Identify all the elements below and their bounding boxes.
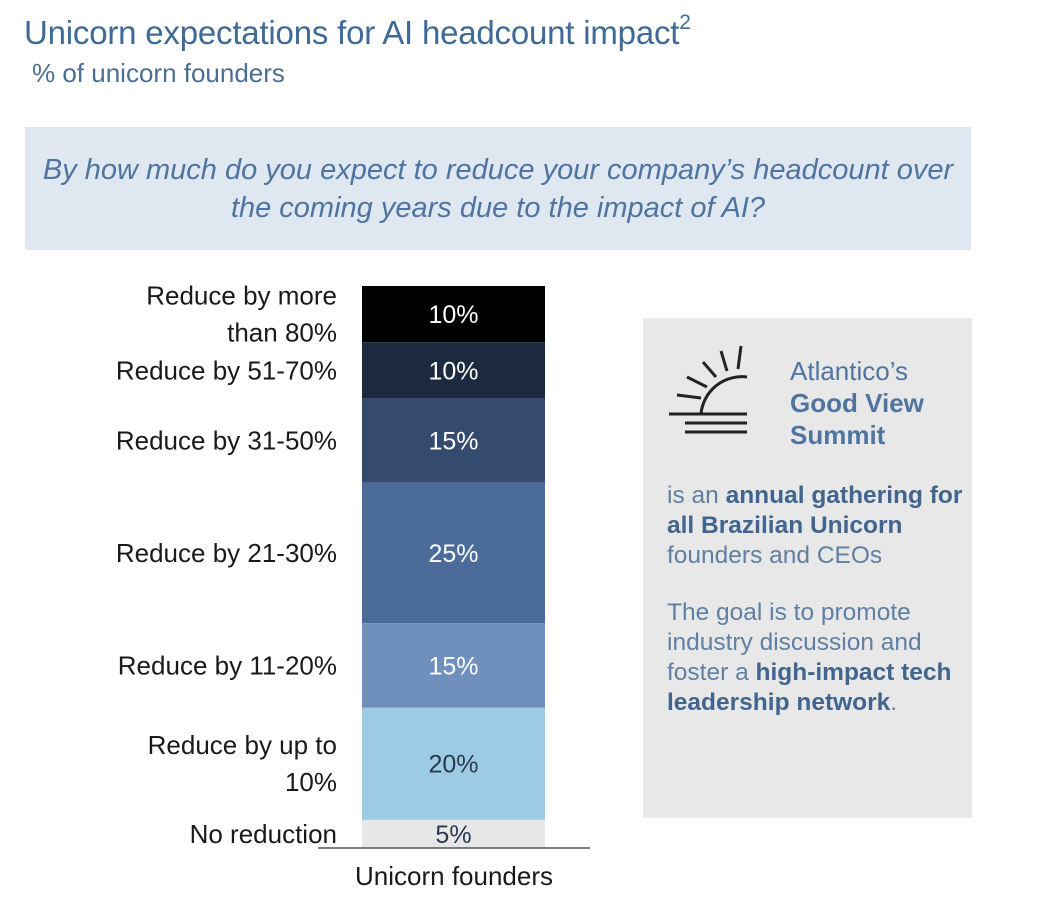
- stacked-bar-chart: 10% 10% 15% 25% 15% 20% 5% Reduce by more than …: [116, 281, 590, 891]
- description-text: is an: [667, 482, 726, 509]
- goal-text-end: .: [890, 689, 898, 716]
- bar-segment-no-reduction: [362, 819, 545, 848]
- x-axis-category-label: Unicorn founders: [355, 861, 553, 891]
- chart-subtitle: % of unicorn founders: [32, 58, 285, 88]
- title-footnote-marker: 2: [679, 11, 691, 34]
- brand-line-summit: Summit: [790, 420, 886, 450]
- value-label-reduce-by-more-than-80: 10%: [428, 301, 478, 329]
- sun-horizon-icon: [669, 345, 748, 434]
- value-label-reduce-by-31-50: 15%: [428, 428, 478, 456]
- bar-segment-reduce-by-31-50: [362, 398, 545, 483]
- summit-goal: The goal is to promote industry discussi…: [667, 598, 967, 718]
- survey-question: By how much do you expect to reduce your…: [42, 153, 954, 224]
- summit-description: is an annual gathering for all Brazilian…: [667, 481, 967, 571]
- bar-segment-reduce-by-21-30: [362, 482, 545, 624]
- category-label-reduce-by-51-70: Reduce by 51-70%: [116, 355, 337, 385]
- value-label-reduce-by-21-30: 25%: [428, 540, 478, 568]
- description-text-end: founders and CEOs: [667, 542, 883, 569]
- category-label-reduce-by-more-than-80: Reduce by more than 80%: [146, 281, 337, 348]
- chart-title-text: Unicorn expectations for AI headcount im…: [24, 14, 680, 51]
- value-label-reduce-by-11-20: 15%: [428, 652, 478, 680]
- summit-brand-name: Atlantico’s Good View Summit: [790, 355, 924, 451]
- chart-title: Unicorn expectations for AI headcount im…: [24, 11, 691, 52]
- segment-category-labels: Reduce by more than 80% Reduce by 51-70% Re…: [116, 281, 337, 849]
- question-box: By how much do you expect to reduce your…: [25, 127, 971, 250]
- category-label-reduce-by-11-20: Reduce by 11-20%: [118, 650, 337, 680]
- category-label-reduce-by-up-to-10: Reduce by up to 10%: [148, 730, 337, 797]
- category-label-reduce-by-31-50: Reduce by 31-50%: [116, 426, 337, 456]
- value-label-reduce-by-up-to-10: 20%: [428, 751, 478, 779]
- bar-segments: [362, 286, 545, 848]
- value-label-no-reduction: 5%: [435, 821, 471, 849]
- goal-text: The goal is to promote industry discussi…: [667, 599, 922, 686]
- brand-line-good-view: Good View: [790, 388, 924, 418]
- bar-segment-reduce-by-11-20: [362, 623, 545, 708]
- summit-info-box: Atlantico’s Good View Summit is an annua…: [643, 318, 972, 818]
- description-highlight: annual gathering for all Brazilian Unico…: [667, 482, 963, 539]
- bar-segment-reduce-by-more-than-80: [362, 286, 545, 343]
- goal-highlight: high-impact tech leadership network: [667, 659, 952, 716]
- category-label-no-reduction: No reduction: [190, 819, 337, 849]
- bar-segment-reduce-by-51-70: [362, 342, 545, 399]
- category-label-reduce-by-21-30: Reduce by 21-30%: [116, 538, 337, 568]
- brand-line-atlantico: Atlantico’s: [790, 356, 909, 386]
- bar-segment-reduce-by-up-to-10: [362, 707, 545, 820]
- bar-value-labels: 10% 10% 15% 25% 15% 20% 5%: [428, 301, 478, 849]
- value-label-reduce-by-51-70: 10%: [428, 357, 478, 385]
